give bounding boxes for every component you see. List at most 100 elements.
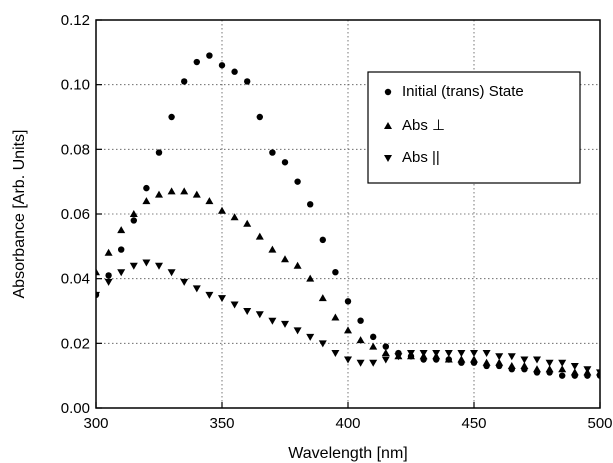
axis-ticks: 300 350 400 450 500 0.00 0.02 0.04 0.06 0.08 0.10 0… xyxy=(61,12,613,432)
data-point xyxy=(470,350,478,358)
data-point xyxy=(255,311,264,319)
y-tick-label: 0.10 xyxy=(61,77,90,94)
data-point xyxy=(570,368,579,376)
data-point xyxy=(596,369,600,377)
data-point xyxy=(432,350,441,358)
data-point xyxy=(206,52,213,59)
data-point xyxy=(381,349,390,357)
data-point xyxy=(444,350,453,358)
data-point xyxy=(230,213,239,221)
data-point xyxy=(356,359,365,367)
data-point xyxy=(369,359,378,367)
legend-label: Abs ⊥ xyxy=(402,117,445,134)
y-tick-label: 0.08 xyxy=(61,141,90,158)
data-point xyxy=(356,336,365,344)
data-point xyxy=(293,261,302,269)
data-point xyxy=(382,343,389,350)
data-point xyxy=(167,187,176,195)
legend-label: Initial (trans) State xyxy=(402,83,524,100)
y-tick-label: 0.12 xyxy=(61,12,90,29)
data-point xyxy=(281,320,289,328)
data-point xyxy=(118,246,125,253)
data-point xyxy=(470,355,478,363)
data-point xyxy=(331,313,340,321)
data-point xyxy=(192,190,201,198)
data-point xyxy=(520,361,529,369)
data-point xyxy=(243,219,252,227)
data-point xyxy=(168,113,175,121)
data-point xyxy=(130,217,137,224)
data-point xyxy=(104,248,113,256)
data-point xyxy=(533,356,541,364)
data-point xyxy=(181,78,188,85)
data-point xyxy=(482,358,491,366)
data-point xyxy=(457,350,466,358)
data-point xyxy=(559,372,566,379)
data-point xyxy=(218,295,226,303)
data-point xyxy=(507,353,516,361)
data-point xyxy=(306,274,315,282)
data-point xyxy=(307,201,314,208)
data-point xyxy=(117,226,126,234)
data-point xyxy=(155,149,163,156)
x-tick-label: 400 xyxy=(335,415,360,432)
data-point xyxy=(281,255,289,263)
data-point xyxy=(444,355,453,363)
data-point xyxy=(96,268,100,276)
data-point xyxy=(105,272,112,279)
data-point xyxy=(230,301,239,309)
series-2 xyxy=(96,187,600,376)
data-point xyxy=(344,298,352,305)
data-point xyxy=(281,159,289,166)
data-point xyxy=(495,358,504,366)
data-point xyxy=(231,68,238,75)
data-point xyxy=(419,350,428,358)
data-point xyxy=(243,308,252,315)
data-point xyxy=(545,365,554,373)
legend-marker xyxy=(384,88,392,96)
data-point xyxy=(319,236,326,244)
data-point xyxy=(294,178,301,185)
data-point xyxy=(533,365,541,373)
y-tick-label: 0.02 xyxy=(61,335,90,352)
legend-label: Abs || xyxy=(402,149,440,166)
legend-marker xyxy=(384,122,392,129)
data-point xyxy=(180,187,189,195)
data-point xyxy=(495,353,504,361)
data-point xyxy=(218,206,226,214)
data-point xyxy=(193,58,200,66)
data-point xyxy=(96,291,100,299)
data-point xyxy=(318,294,327,302)
data-point xyxy=(407,350,415,358)
data-point xyxy=(117,269,126,277)
data-point xyxy=(482,350,491,358)
data-point xyxy=(205,291,214,299)
data-point xyxy=(370,333,377,341)
data-point xyxy=(143,184,150,192)
data-point xyxy=(357,317,364,324)
data-point xyxy=(255,232,264,240)
data-point xyxy=(520,356,529,364)
data-point xyxy=(344,356,352,364)
data-point xyxy=(558,359,567,367)
data-point xyxy=(104,278,113,286)
legend-box xyxy=(367,71,581,184)
series-layer xyxy=(96,52,600,379)
data-point xyxy=(244,78,251,85)
data-point xyxy=(369,342,378,350)
data-point xyxy=(269,149,276,156)
data-point xyxy=(318,340,327,348)
x-tick-label: 350 xyxy=(209,415,234,432)
data-point xyxy=(344,326,352,334)
x-tick-label: 300 xyxy=(83,415,108,432)
data-point xyxy=(205,197,214,205)
data-point xyxy=(457,355,466,363)
data-point xyxy=(558,365,567,373)
data-point xyxy=(129,210,138,217)
data-point xyxy=(180,278,189,286)
x-tick-label: 500 xyxy=(587,415,612,432)
data-point xyxy=(268,245,277,253)
data-point xyxy=(293,327,302,335)
data-point xyxy=(394,353,403,361)
